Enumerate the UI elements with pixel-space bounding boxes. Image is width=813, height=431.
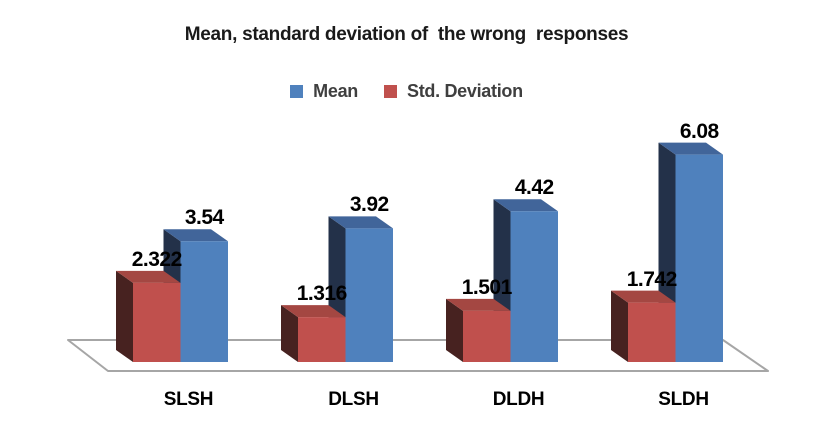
bar-side-std-deviation-dldh bbox=[446, 298, 463, 362]
bar-side-std-deviation-dlsh bbox=[281, 305, 298, 362]
bars-group bbox=[116, 142, 723, 362]
bar-top-mean-dlsh bbox=[328, 216, 393, 229]
bar-front-std-deviation-sldh bbox=[628, 302, 676, 362]
bar-front-std-deviation-dldh bbox=[463, 310, 511, 362]
bar-side-std-deviation-sldh bbox=[611, 290, 628, 362]
bar-side-std-deviation-slsh bbox=[116, 270, 133, 362]
chart-title: Mean, standard deviation of the wrong re… bbox=[184, 24, 629, 45]
bar-top-mean-sldh bbox=[658, 142, 723, 155]
bar-top-std-deviation-dldh bbox=[446, 298, 511, 311]
bar-front-mean-dlsh bbox=[345, 228, 393, 362]
bar-front-std-deviation-slsh bbox=[133, 282, 181, 362]
bar-top-mean-dldh bbox=[493, 199, 558, 212]
bar-front-std-deviation-dlsh bbox=[298, 317, 346, 362]
legend: Mean Std. Deviation bbox=[0, 81, 813, 101]
legend-label-std-deviation: Std. Deviation bbox=[406, 80, 523, 101]
bar-front-mean-sldh bbox=[675, 154, 723, 362]
legend-item-mean: Mean bbox=[290, 81, 358, 102]
bar-top-std-deviation-dlsh bbox=[281, 305, 346, 318]
bar-top-std-deviation-sldh bbox=[611, 290, 676, 303]
legend-swatch-std-deviation-icon bbox=[383, 84, 397, 98]
legend-swatch-mean-icon bbox=[290, 84, 304, 98]
bar-front-mean-dldh bbox=[510, 211, 558, 362]
bar-top-std-deviation-slsh bbox=[116, 270, 181, 283]
legend-item-std-deviation: Std. Deviation bbox=[383, 80, 523, 102]
legend-label-mean: Mean bbox=[313, 80, 358, 101]
bar-front-mean-slsh bbox=[180, 241, 228, 362]
bar-top-mean-slsh bbox=[163, 229, 228, 242]
